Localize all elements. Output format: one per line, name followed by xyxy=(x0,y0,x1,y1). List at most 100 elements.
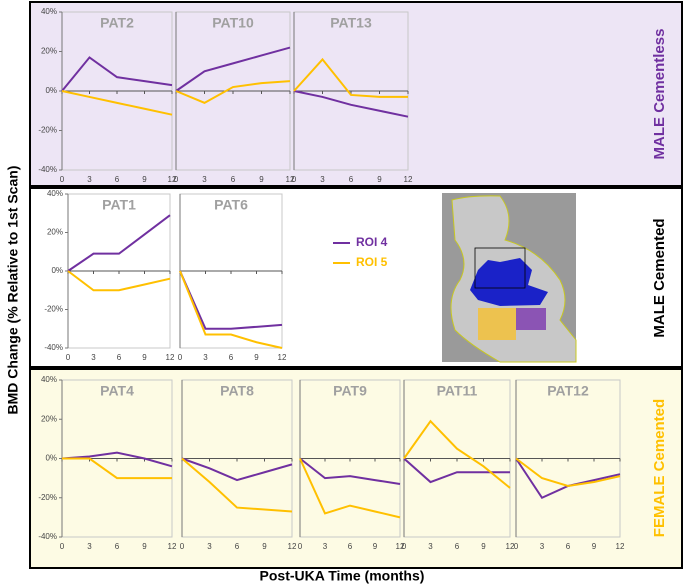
data-line xyxy=(299,458,401,519)
x-tick-label: 12 xyxy=(168,542,177,551)
x-tick-label: 0 xyxy=(60,175,65,184)
x-tick-label: 6 xyxy=(348,542,353,551)
x-tick-label: 12 xyxy=(404,175,413,184)
x-tick-label: 12 xyxy=(168,175,177,184)
x-tick-label: 6 xyxy=(349,175,354,184)
x-tick-label: 9 xyxy=(373,542,378,551)
panel-title: PAT11 xyxy=(437,383,478,399)
x-tick-label: 9 xyxy=(259,175,264,184)
x-tick-label: 0 xyxy=(402,542,407,551)
section-female xyxy=(29,368,683,569)
panel-title: PAT1 xyxy=(102,197,136,213)
x-tick-label: 6 xyxy=(229,353,234,362)
row-label: MALE Cementless xyxy=(651,29,668,160)
x-tick-label: 9 xyxy=(254,353,259,362)
y-tick-label: 20% xyxy=(47,228,63,237)
x-tick-label: 0 xyxy=(174,175,179,184)
x-tick-label: 6 xyxy=(455,542,460,551)
y-tick-label: 0% xyxy=(45,454,57,463)
x-tick-label: 12 xyxy=(278,353,287,362)
x-tick-label: 3 xyxy=(87,175,92,184)
data-line xyxy=(403,457,510,484)
x-tick-label: 12 xyxy=(396,542,405,551)
data-line xyxy=(293,90,409,118)
x-tick-label: 12 xyxy=(288,542,297,551)
panel-title: PAT4 xyxy=(100,383,134,399)
section-cemented xyxy=(29,187,683,368)
x-tick-label: 9 xyxy=(142,542,147,551)
data-line xyxy=(175,80,291,104)
x-tick-label: 0 xyxy=(60,542,65,551)
x-tick-label: 6 xyxy=(235,542,240,551)
data-line xyxy=(61,451,173,468)
y-axis-label: BMD Change (% Relative to 1st Scan) xyxy=(5,166,21,415)
y-tick-label: -40% xyxy=(44,343,63,352)
data-line xyxy=(67,270,171,292)
x-tick-label: 12 xyxy=(616,542,625,551)
y-tick-label: -20% xyxy=(44,305,63,314)
data-line xyxy=(181,457,293,482)
data-line xyxy=(61,56,173,92)
x-tick-label: 3 xyxy=(207,542,212,551)
y-tick-label: 0% xyxy=(45,86,57,95)
knee-image xyxy=(442,193,577,363)
x-tick-label: 3 xyxy=(320,175,325,184)
panel-title: PAT13 xyxy=(330,15,372,31)
x-tick-label: 6 xyxy=(117,353,122,362)
data-line xyxy=(61,90,173,116)
y-tick-label: -20% xyxy=(38,493,57,502)
x-tick-label: 0 xyxy=(178,353,183,362)
panel-title: PAT9 xyxy=(333,383,367,399)
row-label: MALE Cemented xyxy=(651,218,668,337)
x-tick-label: 0 xyxy=(66,353,71,362)
x-axis-label: Post-UKA Time (months) xyxy=(260,568,425,584)
y-tick-label: -40% xyxy=(38,532,57,541)
y-tick-label: 40% xyxy=(41,375,57,384)
x-tick-label: 6 xyxy=(566,542,571,551)
x-tick-label: 3 xyxy=(428,542,433,551)
panel-title: PAT8 xyxy=(220,383,254,399)
x-tick-label: 3 xyxy=(91,353,96,362)
data-line xyxy=(515,457,621,487)
data-line xyxy=(62,457,172,480)
x-tick-label: 0 xyxy=(292,175,297,184)
x-tick-label: 3 xyxy=(540,542,545,551)
section-cementless xyxy=(29,1,683,187)
y-tick-label: 20% xyxy=(41,414,57,423)
x-tick-label: 9 xyxy=(262,542,267,551)
legend-label: ROI 4 xyxy=(356,235,388,249)
data-line xyxy=(179,270,283,349)
data-line xyxy=(293,57,408,98)
data-line xyxy=(181,457,293,513)
data-line xyxy=(299,457,401,486)
x-tick-label: 0 xyxy=(514,542,519,551)
panel-title: PAT6 xyxy=(214,197,248,213)
y-tick-label: 0% xyxy=(51,266,63,275)
x-tick-label: 12 xyxy=(286,175,295,184)
x-tick-label: 9 xyxy=(142,353,147,362)
x-tick-label: 3 xyxy=(323,542,328,551)
data-line xyxy=(67,214,171,272)
y-tick-label: 40% xyxy=(47,189,63,198)
x-tick-label: 9 xyxy=(481,542,486,551)
data-line xyxy=(403,419,511,489)
panel-title: PAT10 xyxy=(212,15,254,31)
data-line xyxy=(175,46,291,92)
legend-label: ROI 5 xyxy=(356,255,388,269)
y-tick-label: 40% xyxy=(41,7,57,16)
row-label: FEMALE Cemented xyxy=(651,399,668,537)
y-tick-label: 20% xyxy=(41,47,57,56)
x-tick-label: 9 xyxy=(377,175,382,184)
x-tick-label: 9 xyxy=(592,542,597,551)
panel-title: PAT12 xyxy=(547,383,589,399)
x-tick-label: 12 xyxy=(166,353,175,362)
y-tick-label: -40% xyxy=(38,165,57,174)
x-tick-label: 0 xyxy=(180,542,185,551)
x-tick-label: 0 xyxy=(298,542,303,551)
x-tick-label: 3 xyxy=(202,175,207,184)
x-tick-label: 6 xyxy=(115,175,120,184)
data-line xyxy=(179,270,283,330)
x-tick-label: 3 xyxy=(203,353,208,362)
panel-title: PAT2 xyxy=(100,15,134,31)
